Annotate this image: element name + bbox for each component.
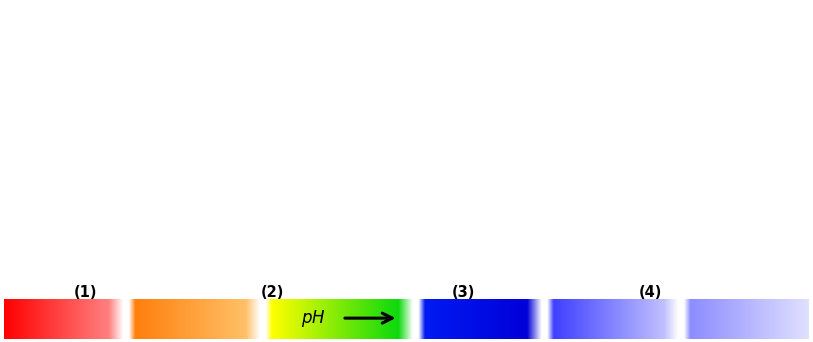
Text: $\mathit{pH}$: $\mathit{pH}$ xyxy=(302,307,326,329)
Bar xyxy=(0,0,813,268)
Text: (3): (3) xyxy=(452,285,475,300)
Text: (2): (2) xyxy=(261,285,284,300)
Text: (4): (4) xyxy=(639,285,662,300)
Text: (1): (1) xyxy=(74,285,97,300)
